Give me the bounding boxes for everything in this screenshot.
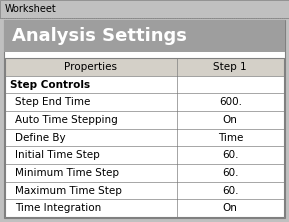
Text: On: On (223, 203, 238, 213)
Text: 60.: 60. (222, 168, 238, 178)
Bar (5, 164, 284, 182)
Bar (5, 199, 284, 217)
Text: Maximum Time Step: Maximum Time Step (15, 186, 122, 196)
Bar (4, 20, 285, 52)
Text: Initial Time Step: Initial Time Step (15, 150, 100, 160)
Text: Analysis Settings: Analysis Settings (12, 27, 187, 45)
Text: Step End Time: Step End Time (15, 97, 90, 107)
Bar (4, 20, 285, 218)
Bar (5, 146, 284, 164)
Bar (5, 58, 284, 217)
Text: Auto Time Stepping: Auto Time Stepping (15, 115, 118, 125)
Text: Minimum Time Step: Minimum Time Step (15, 168, 119, 178)
Text: Worksheet: Worksheet (5, 4, 57, 14)
Text: Time Integration: Time Integration (15, 203, 101, 213)
Bar (5, 129, 284, 146)
Bar (5, 182, 284, 199)
Text: Define By: Define By (15, 133, 66, 143)
Text: 60.: 60. (222, 186, 238, 196)
Text: Step 1: Step 1 (214, 62, 247, 72)
Text: Time: Time (218, 133, 243, 143)
Bar (5, 76, 284, 93)
Text: 60.: 60. (222, 150, 238, 160)
Text: 600.: 600. (219, 97, 242, 107)
Text: Properties: Properties (64, 62, 117, 72)
Text: Step Controls: Step Controls (10, 79, 90, 89)
Text: On: On (223, 115, 238, 125)
Bar (5, 58, 284, 76)
Bar (5, 93, 284, 111)
Bar (5, 111, 284, 129)
Bar (0, 0, 289, 18)
